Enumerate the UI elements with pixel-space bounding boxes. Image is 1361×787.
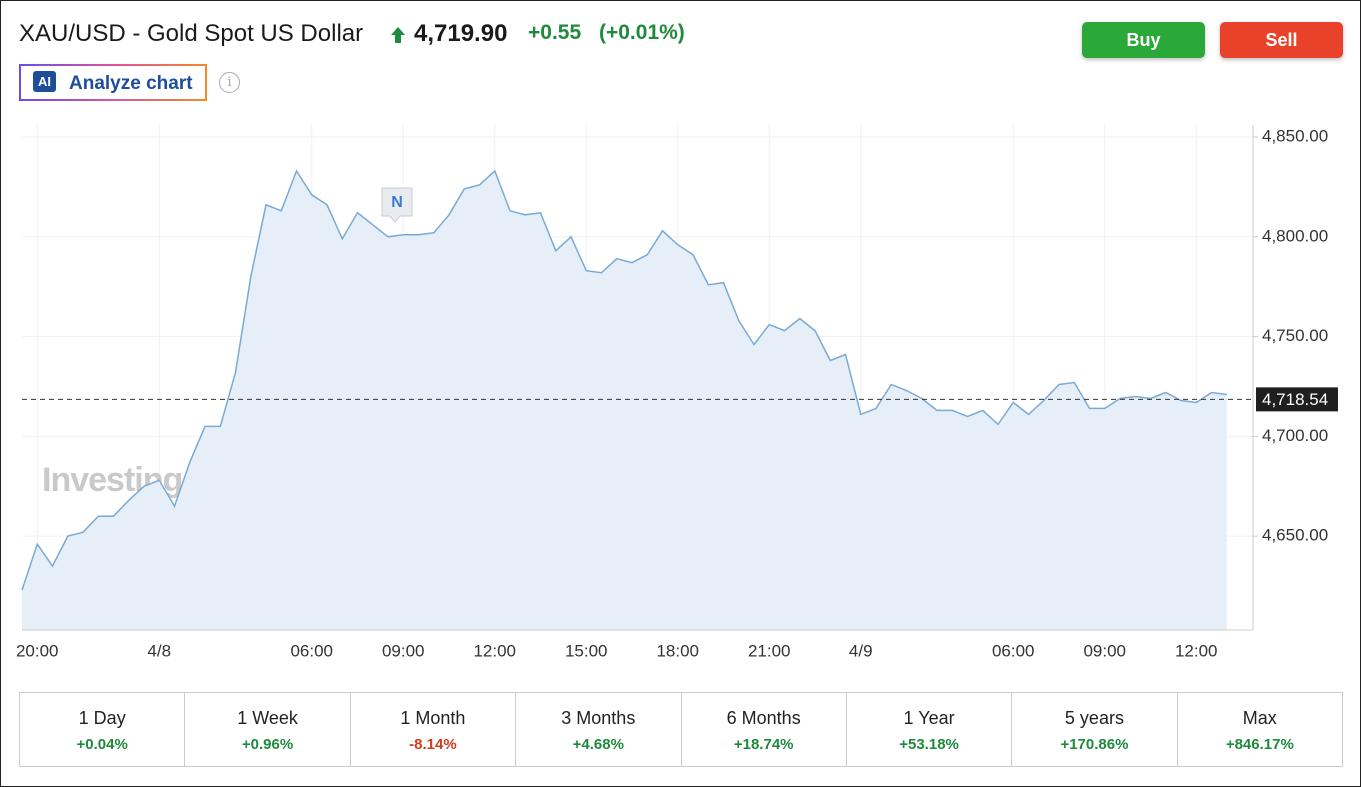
period-cell[interactable]: 1 Day +0.04%: [20, 693, 184, 766]
y-tick-label: 4,750.00: [1262, 326, 1328, 345]
chart: Investing.com4,650.004,700.004,750.004,8…: [16, 125, 1338, 660]
period-cell[interactable]: 1 Year +53.18%: [845, 693, 1011, 766]
x-tick-label: 09:00: [1083, 641, 1126, 660]
period-change: +18.74%: [733, 736, 794, 753]
period-cell[interactable]: Max +846.17%: [1176, 693, 1342, 766]
analyze-button[interactable]: [19, 64, 207, 101]
buy-button[interactable]: Buy: [1082, 22, 1205, 58]
period-label: 1 Week: [237, 708, 298, 728]
period-label: 6 Months: [726, 708, 801, 728]
price: 4,719.90: [414, 20, 508, 47]
period-label: 1 Month: [400, 708, 466, 728]
y-tick-label: 4,850.00: [1262, 126, 1328, 145]
x-tick-label: 12:00: [1175, 641, 1218, 660]
period-change: +170.86%: [1060, 736, 1129, 753]
period-change: +4.68%: [572, 736, 624, 753]
sell-button[interactable]: Sell: [1220, 22, 1343, 58]
instrument-title: XAU/USD - Gold Spot US Dollar: [19, 20, 364, 47]
price-change: +0.55: [528, 21, 582, 44]
period-table: 1 Day +0.04% 1 Week +0.96% 1 Month -8.14% 3 Mo…: [19, 692, 1343, 767]
price-line: [21, 169, 1227, 591]
x-tick-label: 4/9: [849, 641, 873, 660]
reference-label: 4,718.54: [1262, 390, 1328, 409]
x-tick-label: 09:00: [382, 641, 425, 660]
analyze-label[interactable]: Analyze chart: [69, 73, 193, 94]
x-tick-label: 15:00: [565, 641, 608, 660]
period-change: +53.18%: [899, 736, 959, 753]
period-change: -8.14%: [409, 736, 457, 753]
period-label: 5 years: [1064, 708, 1124, 728]
period-cell[interactable]: 1 Week +0.96%: [184, 693, 349, 766]
x-tick-label: 12:00: [473, 641, 516, 660]
period-cell[interactable]: 5 years +170.86%: [1011, 693, 1176, 766]
period-label: 1 Year: [903, 708, 955, 728]
annotation: N: [391, 194, 403, 211]
up-arrow: [391, 27, 405, 43]
info-icon[interactable]: i: [219, 72, 240, 93]
period-change: +0.96%: [241, 736, 294, 753]
x-tick-label: 20:00: [16, 641, 59, 660]
period-cell[interactable]: 1 Month -8.14%: [349, 693, 515, 766]
reference-label-bg: [1256, 387, 1338, 412]
period-cell[interactable]: 3 Months +4.68%: [515, 693, 680, 766]
x-tick-label: 06:00: [290, 641, 333, 660]
y-tick-label: 4,700.00: [1262, 426, 1328, 445]
period-change: +0.04%: [76, 736, 128, 753]
period-label: Max: [1242, 708, 1277, 728]
annotation-box: [381, 187, 413, 223]
x-tick-label: 06:00: [992, 641, 1035, 660]
period-cell[interactable]: 6 Months +18.74%: [680, 693, 846, 766]
x-tick-label: 21:00: [748, 641, 791, 660]
ai-badge: AI: [33, 71, 56, 92]
area: [22, 170, 1227, 630]
period-label: 3 Months: [561, 708, 636, 728]
price-change-percent: (+0.01%): [599, 21, 685, 44]
y-tick-label: 4,650.00: [1262, 526, 1328, 545]
x-tick-label: 4/8: [147, 641, 171, 660]
y-tick-label: 4,800.00: [1262, 226, 1328, 245]
period-label: 1 Day: [78, 708, 126, 728]
x-tick-label: 18:00: [656, 641, 699, 660]
period-change: +846.17%: [1225, 736, 1294, 753]
